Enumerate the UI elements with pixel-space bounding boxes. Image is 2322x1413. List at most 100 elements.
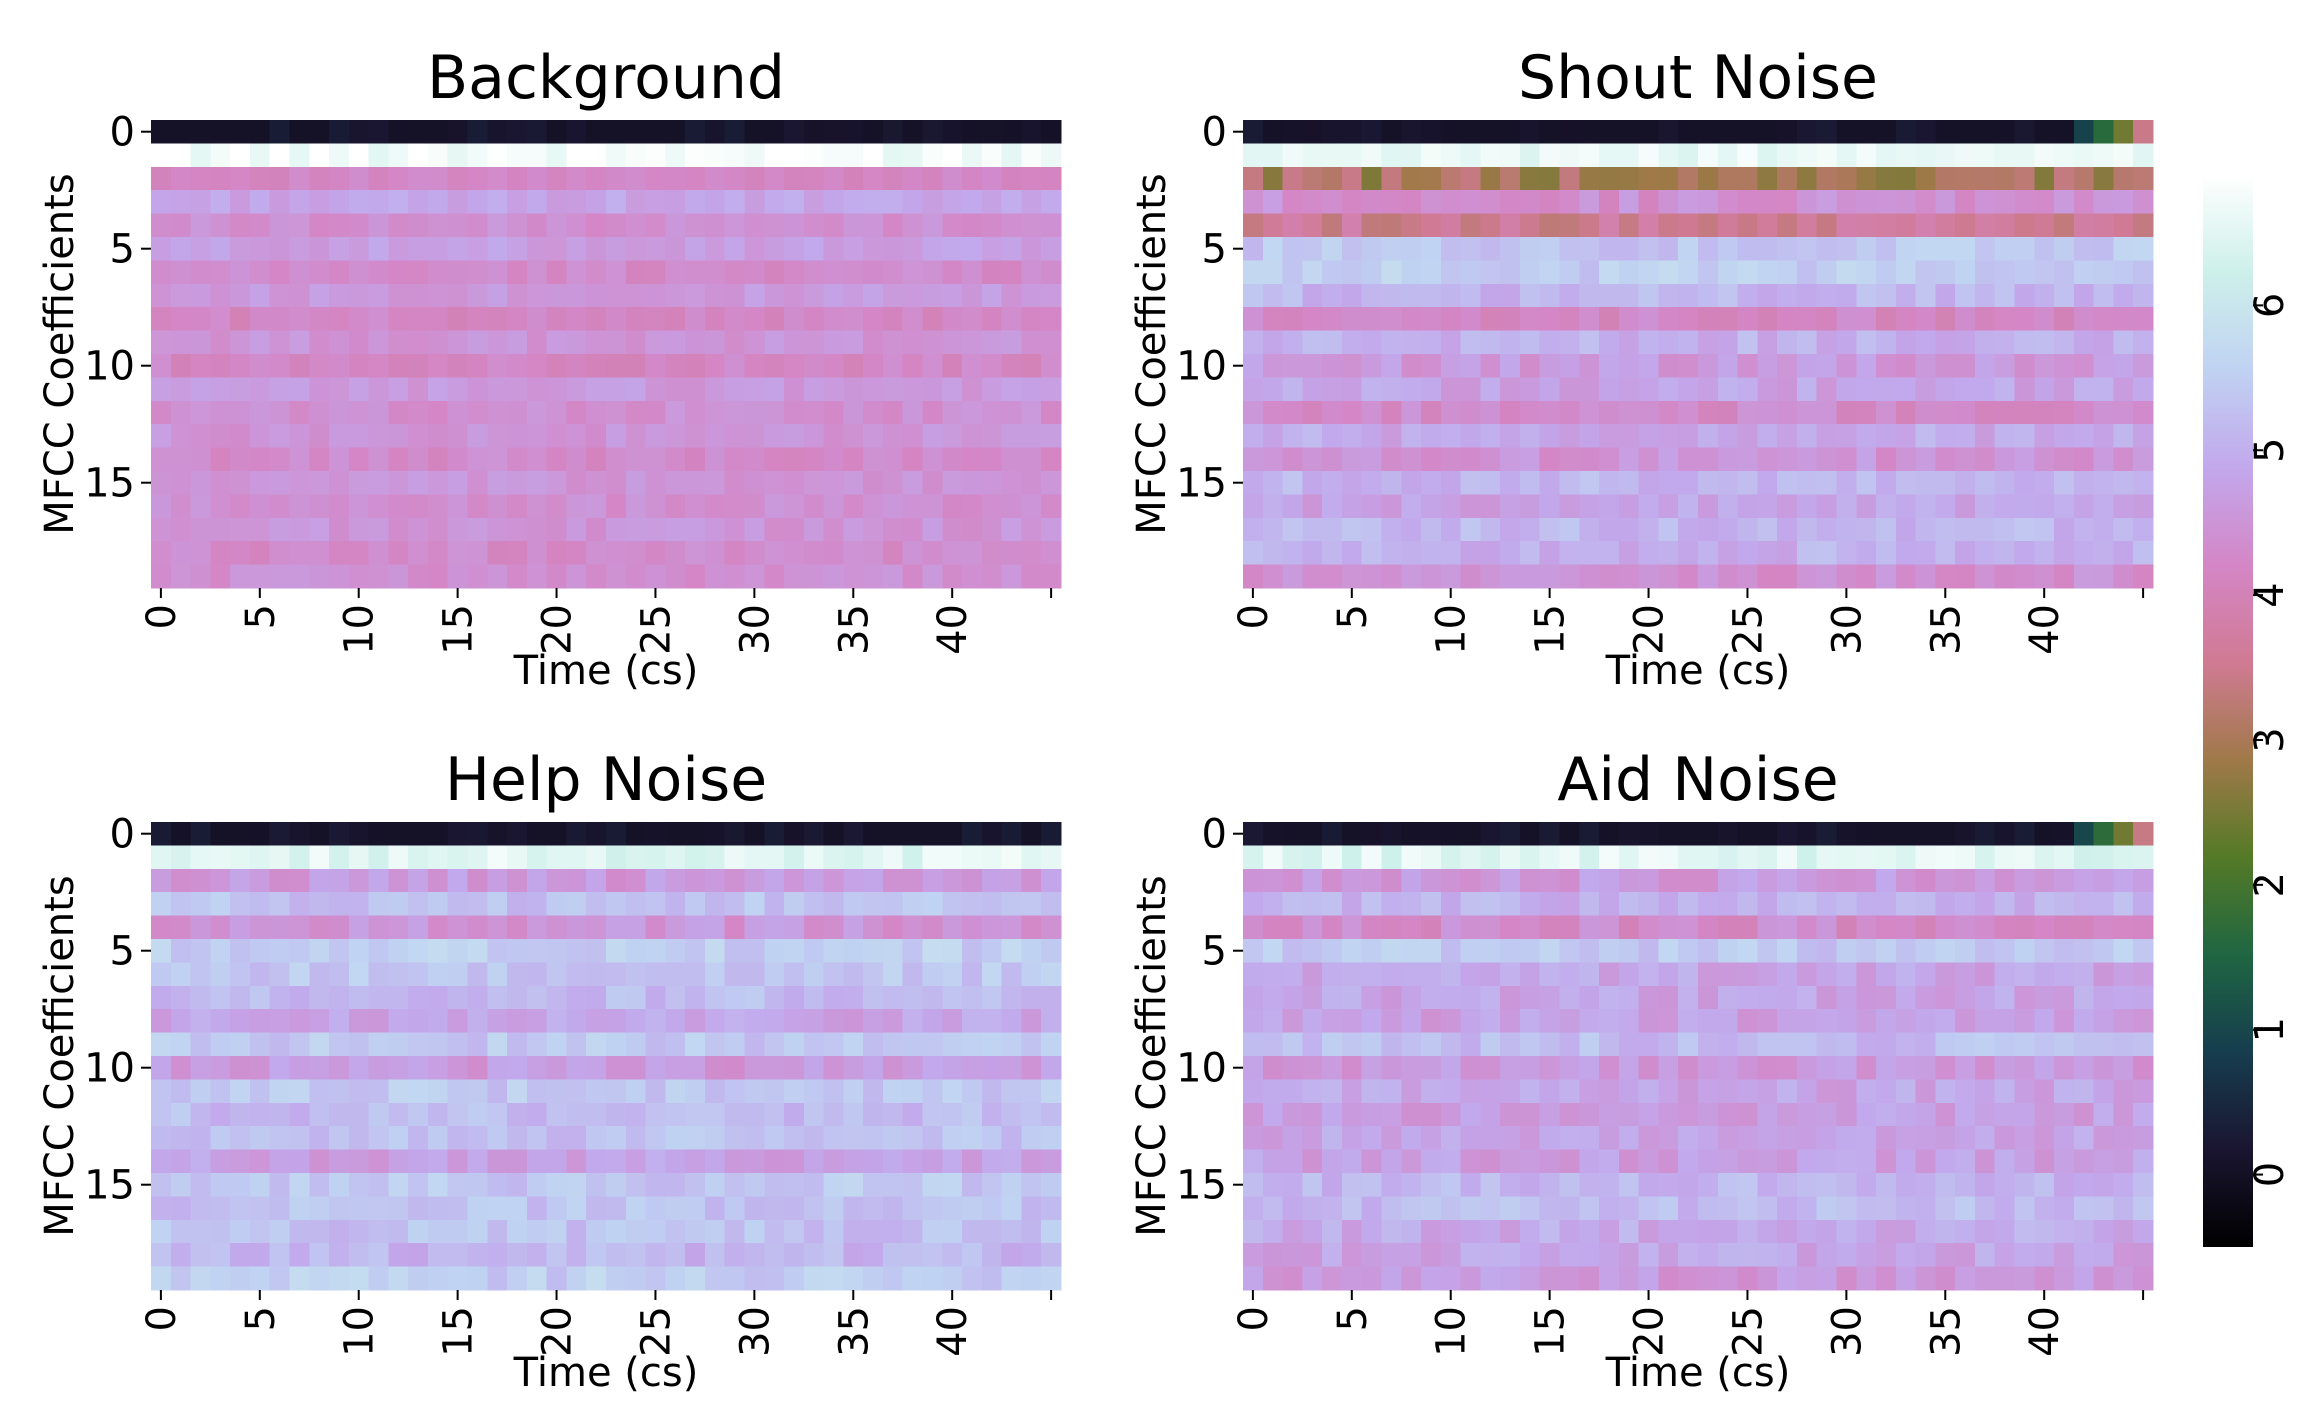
x-tick-label: 15 [1528,1306,1574,1357]
heatmap-cell [1361,1079,1383,1104]
heatmap-cell [1994,541,2016,566]
heatmap-cell [2034,190,2055,215]
heatmap-cell [2113,1219,2134,1244]
heatmap-cell [467,845,488,870]
heatmap-cell [1500,1266,1521,1291]
heatmap-cell [1658,143,1679,168]
heatmap-cell [902,985,924,1010]
heatmap-cell [1856,564,1877,589]
heatmap-cell [2034,166,2055,191]
heatmap-cell [388,1032,409,1057]
heatmap-cell [1500,494,1521,519]
y-axis-label: MFCC Coefficients [37,875,83,1236]
heatmap-cell [1816,1079,1838,1104]
heatmap-cell [2113,424,2134,449]
heatmap-cell [2073,1009,2095,1034]
heatmap-cell [1658,377,1679,402]
heatmap-cell [1480,822,1501,846]
heatmap-cell [1262,1149,1284,1174]
heatmap-cell [1796,985,1818,1010]
heatmap-cell [1341,845,1363,870]
heatmap-cell [1559,1126,1580,1151]
heatmap-cell [269,892,291,917]
heatmap-cell [467,1266,488,1291]
heatmap-cell [882,307,904,332]
heatmap-cell [2073,330,2095,355]
heatmap-cell [507,541,528,566]
heatmap-cell [1698,400,1719,425]
heatmap-cell [863,1266,884,1291]
heatmap-cell [1876,1243,1897,1268]
heatmap-cell [942,1032,963,1057]
heatmap-cell [447,307,469,332]
heatmap-cell [843,1056,864,1080]
heatmap-cell [1974,471,1996,495]
heatmap-cell [1876,1126,1897,1151]
heatmap-cell [190,494,211,519]
heatmap-cell [1421,213,1442,238]
heatmap-cell [249,143,271,168]
heatmap-cell [1796,1173,1818,1197]
heatmap-cell [190,260,211,285]
heatmap-cell [744,354,765,378]
heatmap-cell [665,283,686,308]
heatmap-cell [388,1102,409,1127]
heatmap-cell [1460,1079,1481,1104]
heatmap-cell [1381,1149,1402,1174]
heatmap-cell [329,1032,350,1057]
heatmap-cell [744,283,765,308]
heatmap-cell [1856,190,1877,215]
y-tick-label: 10 [1176,1046,1227,1092]
heatmap-cell [507,985,528,1010]
heatmap-cell [467,822,488,846]
heatmap-cell [1777,1173,1798,1197]
heatmap-cell [170,1243,192,1268]
heatmap-cell [586,213,607,238]
heatmap-cell [2014,541,2035,566]
heatmap-cell [151,1056,172,1080]
heatmap-cell [645,166,666,191]
heatmap-cell [2073,1126,2095,1151]
heatmap-cell [2113,822,2134,846]
heatmap-cell [1559,868,1580,893]
heatmap-cell [1757,1243,1778,1268]
heatmap-cell [1777,517,1798,542]
heatmap-cell [586,517,607,542]
heatmap-cell [606,1126,627,1151]
heatmap-cell [487,1196,508,1221]
heatmap-cell [1401,400,1422,425]
heatmap-cell [724,377,746,402]
heatmap-cell [170,1102,192,1127]
heatmap-cell [1262,985,1284,1010]
heatmap-cell [1579,377,1600,402]
heatmap-cell [823,892,844,917]
heatmap-cell [1717,190,1739,215]
heatmap-cell [1559,283,1580,308]
heatmap-cell [566,1173,587,1197]
heatmap-cell [1658,915,1679,940]
heatmap-cell [190,354,211,378]
heatmap-cell [625,213,647,238]
heatmap-cell [2093,260,2115,285]
heatmap-cell [1994,985,2016,1010]
heatmap-cell [2054,915,2075,940]
heatmap-cell [704,494,726,519]
heatmap-cell [1519,1243,1541,1268]
heatmap-cell [2093,517,2115,542]
heatmap-cell [249,330,271,355]
heatmap-cell [526,447,548,472]
heatmap-cell [1559,1079,1580,1104]
heatmap-cell [1935,1149,1956,1174]
heatmap-cell [1579,1032,1600,1057]
heatmap-cell [2133,354,2154,378]
heatmap-cell [823,1196,844,1221]
heatmap-cell [151,307,172,332]
heatmap-cell [1856,517,1877,542]
heatmap-cell [1381,1102,1402,1127]
heatmap-cell [1717,985,1739,1010]
heatmap-cell [2034,1219,2055,1244]
heatmap-cell [823,868,844,893]
heatmap-cell [1796,213,1818,238]
heatmap-cell [269,471,291,495]
heatmap-cell [230,354,251,378]
